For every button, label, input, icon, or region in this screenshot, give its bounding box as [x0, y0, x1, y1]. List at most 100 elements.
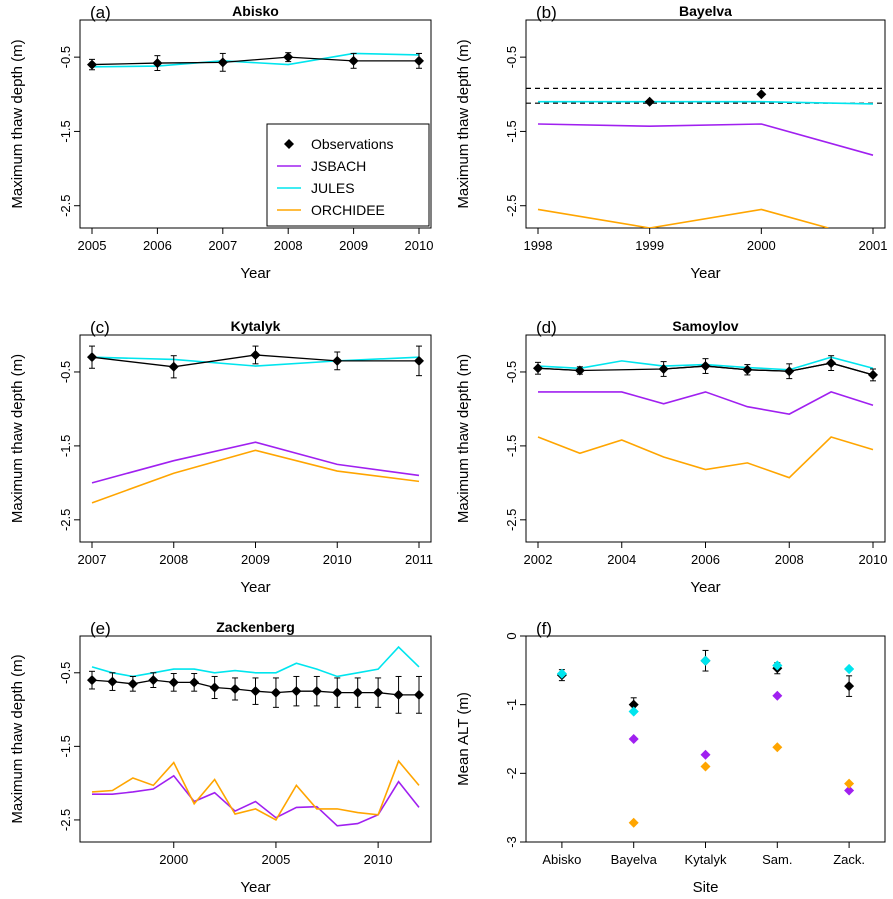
- point-observation: [784, 366, 795, 377]
- y-tick-label: -0.5: [58, 361, 73, 383]
- point-observation: [283, 52, 294, 63]
- point-observation: [127, 678, 138, 689]
- point-observation: [393, 689, 404, 700]
- x-tick-label: 2010: [859, 552, 888, 567]
- point-observation: [291, 686, 302, 697]
- x-tick-label: 2008: [159, 552, 188, 567]
- x-tick-label: 2007: [78, 552, 107, 567]
- data-layer: [533, 355, 878, 479]
- point-observation: [742, 364, 753, 375]
- point-observation: [230, 683, 241, 694]
- point-jsbach: [772, 690, 783, 701]
- point-observation: [644, 96, 655, 107]
- series-line-jules: [91, 356, 420, 367]
- point-observation: [756, 89, 767, 100]
- x-tick-label: 2005: [78, 238, 107, 253]
- y-tick-label: 0: [504, 632, 519, 639]
- y-tick-label: -1: [504, 699, 519, 711]
- point-observation: [87, 675, 97, 686]
- panel-2: -2.5 -1.5 -0.5 1998 1999 2000 2001 Year Maximum …: [455, 3, 887, 282]
- point-observation: [250, 349, 261, 360]
- x-axis-label: Year: [240, 579, 270, 596]
- x-tick-label: 1999: [635, 238, 664, 253]
- legend-box: [266, 123, 430, 227]
- point-jules: [556, 668, 567, 679]
- panel-1: -2.5 -1.5 -0.5 2005 2006 2007 2008 2009 2010 Year…: [9, 3, 433, 282]
- point-observation: [628, 699, 639, 710]
- point-observation: [826, 358, 837, 369]
- x-tick-label: 2006: [143, 238, 172, 253]
- x-tick-label: 2005: [261, 852, 290, 867]
- panel-label: (f): [536, 619, 552, 638]
- point-observation: [533, 363, 543, 374]
- panel-title: Abisko: [232, 3, 279, 19]
- point-observation: [168, 677, 179, 688]
- series-line-observations: [663, 362, 874, 376]
- x-tick-label: 2009: [241, 552, 270, 567]
- y-tick-label: -0.5: [58, 662, 73, 684]
- y-tick-label: -2.5: [58, 809, 73, 831]
- panel-title: Samoylov: [672, 318, 738, 334]
- y-tick-label: -2.5: [504, 509, 519, 531]
- x-axis-label: Site: [693, 879, 719, 896]
- legend-label: JULES: [311, 180, 355, 196]
- point-observation: [373, 687, 384, 698]
- point-observation: [332, 355, 343, 366]
- x-tick-label: Zack.: [833, 852, 865, 867]
- series-line-orchidee: [91, 759, 420, 821]
- x-axis-label: Year: [690, 579, 720, 596]
- point-jules: [628, 706, 639, 717]
- point-observation: [148, 675, 159, 686]
- x-tick-label: 2000: [747, 238, 776, 253]
- series-line-jules: [91, 52, 420, 68]
- y-tick-label: -1.5: [504, 120, 519, 142]
- panel-label: (a): [90, 3, 111, 22]
- y-tick-label: -2: [504, 768, 519, 780]
- x-tick-label: 2007: [208, 238, 237, 253]
- series-line-jules: [91, 645, 420, 678]
- point-observation: [168, 361, 179, 372]
- series-line-observations: [537, 367, 580, 372]
- y-axis-label: Maximum thaw depth (m): [9, 39, 26, 208]
- series-line-jsbach: [538, 391, 874, 415]
- legend: Observations JSBACH JULES ORCHIDEE: [266, 123, 430, 227]
- legend-label: ORCHIDEE: [311, 202, 385, 218]
- point-observation: [868, 369, 878, 380]
- y-tick-label: -1.5: [58, 435, 73, 457]
- data-layer: [526, 87, 885, 228]
- y-tick-label: -1.5: [504, 435, 519, 457]
- series-line-jsbach: [537, 123, 874, 156]
- x-tick-label: Kytalyk: [685, 852, 727, 867]
- y-tick-label: -0.5: [58, 46, 73, 68]
- y-tick-label: -2.5: [58, 509, 73, 531]
- panel-label: (d): [536, 318, 557, 337]
- point-observation: [352, 687, 363, 698]
- y-axis-label: Maximum thaw depth (m): [9, 654, 26, 823]
- point-observation: [414, 689, 424, 700]
- point-observation: [270, 687, 281, 698]
- point-observation: [332, 687, 343, 698]
- series-line-jules: [538, 100, 874, 105]
- series-line-jsbach: [92, 774, 420, 827]
- panel-label: (b): [536, 3, 557, 22]
- point-jules: [772, 660, 783, 671]
- legend-label: Observations: [311, 136, 393, 152]
- y-tick-label: -0.5: [504, 46, 519, 68]
- point-jsbach: [628, 734, 639, 744]
- x-tick-label: 2006: [691, 552, 720, 567]
- point-observation: [700, 361, 711, 372]
- y-tick-label: -0.5: [504, 361, 519, 383]
- point-observation: [152, 58, 163, 69]
- x-tick-label: 2002: [524, 552, 553, 567]
- x-axis-label: Year: [690, 265, 720, 282]
- x-tick-label: 2000: [159, 852, 188, 867]
- x-tick-label: 2009: [339, 238, 368, 253]
- point-observation: [217, 57, 228, 68]
- point-jsbach: [844, 785, 855, 796]
- point-observation: [414, 55, 424, 66]
- panel-label: (e): [90, 619, 111, 638]
- y-axis-label: Maximum thaw depth (m): [455, 354, 472, 523]
- x-tick-label: Abisko: [542, 852, 581, 867]
- panel-label: (c): [90, 318, 110, 337]
- point-observation: [311, 686, 322, 697]
